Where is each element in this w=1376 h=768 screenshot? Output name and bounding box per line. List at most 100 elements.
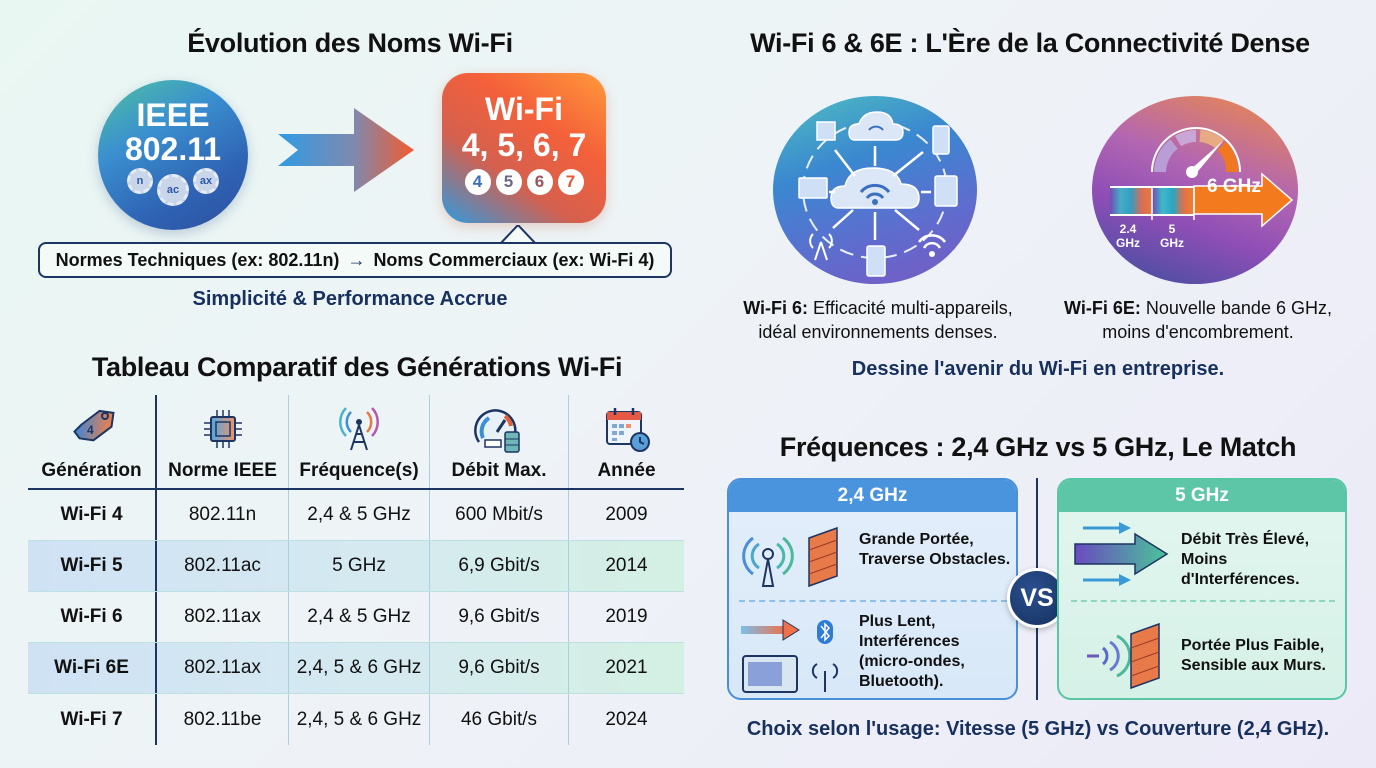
- panel-divider: [739, 600, 1007, 602]
- panel-divider: [1071, 600, 1335, 602]
- wifi-versions: 4, 5, 6, 7: [461, 127, 587, 163]
- cell-frequency: 2,4 & 5 GHz: [288, 490, 429, 540]
- comparison-table: 4 Génération Norme IEEE Fréquence(s) Déb…: [28, 395, 684, 745]
- cell-year: 2009: [568, 490, 684, 540]
- badge-7: 7: [557, 169, 584, 195]
- header-throughput: Débit Max.: [429, 395, 568, 488]
- cell-generation: Wi-Fi 4: [60, 504, 123, 525]
- fast-arrow-icon: [1074, 522, 1169, 586]
- callout-arrow-icon: →: [347, 249, 366, 270]
- speedometer-icon: [474, 409, 520, 453]
- gears-icon: n ac ax: [98, 168, 248, 206]
- cell-generation: Wi-Fi 6E: [54, 657, 129, 678]
- cell-year: 2019: [568, 592, 684, 642]
- cell-throughput: 6,9 Gbit/s: [429, 541, 568, 591]
- antenna-icon: [339, 407, 379, 451]
- tag-icon: 4: [72, 409, 115, 442]
- table-row: Wi-Fi 4 802.11n 2,4 & 5 GHz 600 Mbit/s 2…: [28, 490, 684, 541]
- cell-year: 2021: [568, 643, 684, 693]
- header-year: Année: [568, 395, 684, 488]
- cell-frequency: 5 GHz: [288, 541, 429, 591]
- ieee-label: IEEE: [136, 97, 210, 133]
- panel-5ghz: 5 GHz Débit Très Élevé, Moins d'Interfére…: [1057, 478, 1347, 700]
- wifi6-subtitle: Dessine l'avenir du Wi-Fi en entreprise.: [851, 358, 1225, 380]
- table-row: Wi-Fi 7 802.11be 2,4, 5 & 6 GHz 46 Gbit/…: [28, 694, 684, 745]
- transition-arrow-icon: [278, 108, 414, 192]
- network-devices-illustration: [773, 96, 977, 284]
- evolution-subtitle: Simplicité & Performance Accrue: [192, 288, 508, 310]
- svg-text:4: 4: [87, 423, 94, 437]
- frequency-footer: Choix selon l'usage: Vitesse (5 GHz) vs …: [746, 718, 1330, 740]
- badge-4: 4: [464, 169, 491, 195]
- header-label: Année: [597, 460, 656, 481]
- wifi6e-caption: Wi-Fi 6E: Nouvelle bande 6 GHz, moins d'…: [1064, 298, 1332, 342]
- ieee-number: 802.11: [124, 131, 222, 167]
- header-norme: Norme IEEE: [155, 395, 288, 488]
- wifi6-caption-label: Wi-Fi 6:: [743, 298, 809, 318]
- cell-norme: 802.11ax: [155, 592, 288, 642]
- cell-frequency: 2,4 & 5 GHz: [288, 592, 429, 642]
- evolution-title: Évolution des Noms Wi-Fi: [187, 28, 513, 58]
- gear-ac-icon: ac: [157, 174, 189, 206]
- badge-5: 5: [495, 169, 522, 195]
- gear-n-icon: n: [127, 168, 153, 194]
- cell-norme: 802.11be: [155, 694, 288, 745]
- panel-24ghz-header: 2,4 GHz: [729, 480, 1016, 512]
- cell-frequency: 2,4, 5 & 6 GHz: [288, 643, 429, 693]
- spectrum-gauge-icon: [1110, 127, 1294, 228]
- wifi6-caption: Wi-Fi 6: Efficacité multi-appareils, idé…: [743, 298, 1013, 342]
- cell-generation: Wi-Fi 5: [60, 555, 123, 576]
- cell-frequency: 2,4, 5 & 6 GHz: [288, 694, 429, 745]
- badge-6: 6: [526, 169, 553, 195]
- header-generation: 4 Génération: [28, 395, 155, 488]
- panel-5ghz-header: 5 GHz: [1059, 480, 1345, 512]
- 5ghz-con-text: Portée Plus Faible, Sensible aux Murs.: [1181, 637, 1326, 674]
- panel-24ghz: 2,4 GHz Grande Portée, Traverse Obstacles…: [727, 478, 1018, 700]
- antenna-wall-icon: [742, 526, 838, 588]
- weak-signal-wall-icon: [1087, 622, 1160, 690]
- frequency-title: Fréquences : 2,4 GHz vs 5 GHz, Le Match: [779, 432, 1297, 462]
- cell-generation: Wi-Fi 7: [60, 708, 123, 730]
- cell-norme: 802.11ax: [155, 643, 288, 693]
- chip-icon: [203, 410, 242, 448]
- cell-year: 2024: [568, 694, 684, 745]
- cell-norme: 802.11ac: [155, 541, 288, 591]
- callout-commercial: Noms Commerciaux (ex: Wi-Fi 4): [373, 249, 655, 270]
- dense-network-icon: [798, 111, 958, 277]
- 24ghz-con-text: Plus Lent, Interférences (micro-ondes, Blue…: [859, 613, 965, 690]
- callout-pointer-icon: [500, 225, 536, 244]
- interference-icon: [741, 619, 839, 693]
- calendar-icon: [605, 408, 650, 452]
- ieee-badge: IEEE 802.11 n ac ax: [98, 80, 248, 230]
- cell-year: 2014: [568, 541, 684, 591]
- cell-throughput: 46 Gbit/s: [429, 694, 568, 745]
- 6ghz-band-illustration: 6 GHz 2.4 GHz 5 GHz: [1092, 96, 1298, 284]
- table-header: 4 Génération Norme IEEE Fréquence(s) Déb…: [28, 395, 684, 490]
- band-5-label: 5 GHz: [1160, 222, 1184, 250]
- cell-throughput: 600 Mbit/s: [429, 490, 568, 540]
- cell-norme: 802.11n: [155, 490, 288, 540]
- cell-throughput: 9,6 Gbit/s: [429, 592, 568, 642]
- cell-generation: Wi-Fi 6: [60, 606, 123, 627]
- 5ghz-pro-text: Débit Très Élevé, Moins d'Interférences.: [1181, 531, 1310, 588]
- header-label: Norme IEEE: [168, 460, 277, 481]
- band-6ghz-label: 6 GHz: [1207, 176, 1261, 197]
- wifi6-title: Wi-Fi 6 & 6E : L'Ère de la Connectivité …: [750, 28, 1310, 58]
- wifi-brand-badge: Wi-Fi 4, 5, 6, 7 4 5 6 7: [442, 73, 606, 223]
- header-label: Fréquence(s): [299, 460, 419, 481]
- header-frequency: Fréquence(s): [288, 395, 429, 488]
- gear-ax-icon: ax: [193, 168, 219, 194]
- table-row: Wi-Fi 5 802.11ac 5 GHz 6,9 Gbit/s 2014: [28, 541, 684, 592]
- header-label: Génération: [41, 460, 142, 481]
- band-24-label: 2.4 GHz: [1116, 222, 1140, 250]
- wifi6e-caption-label: Wi-Fi 6E:: [1064, 298, 1141, 318]
- 24ghz-pro-text: Grande Portée, Traverse Obstacles.: [859, 531, 1011, 568]
- table-row: Wi-Fi 6E 802.11ax 2,4, 5 & 6 GHz 9,6 Gbi…: [28, 643, 684, 694]
- cell-throughput: 9,6 Gbit/s: [429, 643, 568, 693]
- wifi-label: Wi-Fi: [485, 91, 563, 127]
- table-row: Wi-Fi 6 802.11ax 2,4 & 5 GHz 9,6 Gbit/s …: [28, 592, 684, 643]
- callout-technical: Normes Techniques (ex: 802.11n): [55, 249, 340, 270]
- table-title: Tableau Comparatif des Générations Wi-Fi: [91, 352, 623, 382]
- header-label: Débit Max.: [451, 460, 547, 481]
- naming-callout: Normes Techniques (ex: 802.11n) → Noms C…: [38, 242, 672, 278]
